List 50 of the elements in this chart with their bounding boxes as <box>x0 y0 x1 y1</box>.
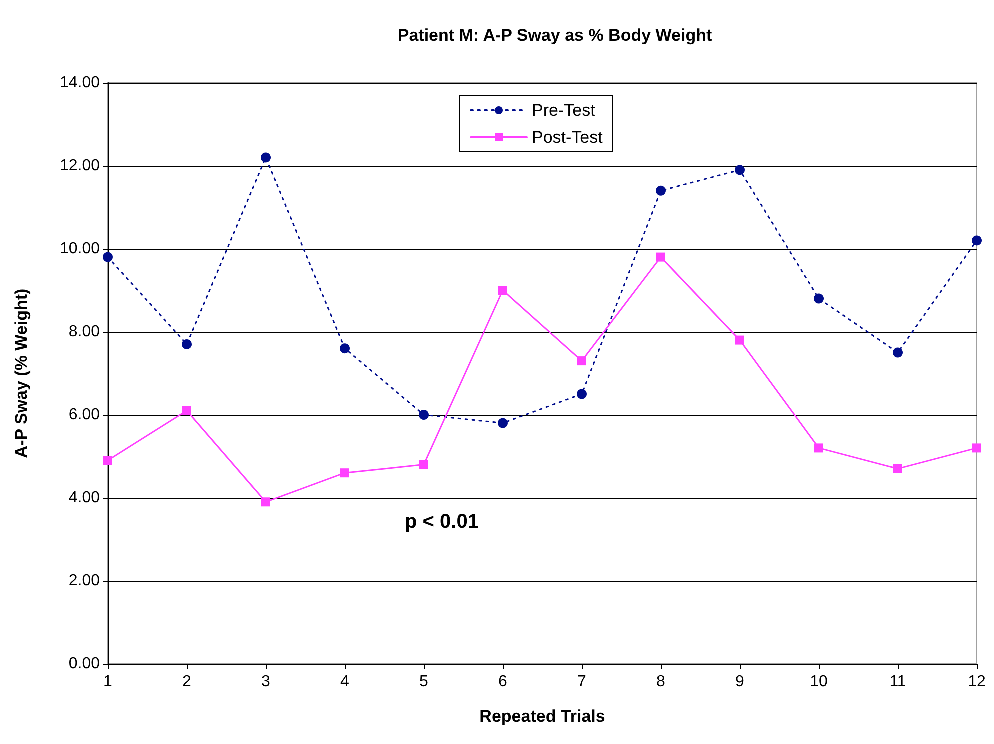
point <box>656 186 666 196</box>
point <box>420 460 428 470</box>
y-tick-label: 14.00 <box>60 74 100 92</box>
chart-title: Patient M: A-P Sway as % Body Weight <box>398 26 712 45</box>
y-tick-label: 4.00 <box>68 490 100 506</box>
point <box>814 294 824 304</box>
point <box>104 456 112 466</box>
point <box>736 336 744 345</box>
point <box>735 165 745 176</box>
x-tick-label: 2 <box>182 674 192 690</box>
point <box>340 344 350 354</box>
point <box>262 498 270 507</box>
y-tick-label: 0.00 <box>68 656 100 672</box>
y-axis-title: A-P Sway (% Weight) <box>12 288 31 458</box>
point <box>498 286 508 295</box>
y-tick-label: 6.00 <box>68 406 100 424</box>
y-tick-label: 8.00 <box>68 324 100 340</box>
point <box>814 444 824 453</box>
x-tick-label: 6 <box>498 674 508 690</box>
point <box>894 464 902 474</box>
point <box>656 252 666 262</box>
point <box>972 236 982 246</box>
point <box>498 418 508 428</box>
x-tick-label: 12 <box>968 674 986 690</box>
point <box>419 410 429 420</box>
point <box>893 348 903 358</box>
x-axis-title: Repeated Trials <box>480 707 606 726</box>
legend-label: Post-Test <box>532 128 604 147</box>
point <box>577 389 587 400</box>
y-tick-label: 2.00 <box>68 572 100 590</box>
annotation: p < 0.01 <box>405 511 479 533</box>
x-tick-label: 3 <box>262 674 271 690</box>
x-tick-label: 7 <box>578 674 587 690</box>
legend-label: Pre-Test <box>532 101 596 120</box>
x-tick-label: 11 <box>890 674 906 690</box>
point <box>340 468 350 478</box>
x-tick-label: 5 <box>420 674 429 690</box>
point <box>182 339 192 350</box>
point <box>578 356 586 366</box>
x-tick-label: 9 <box>736 674 745 690</box>
point <box>103 252 113 262</box>
x-tick-label: 8 <box>656 674 666 690</box>
point <box>261 152 271 163</box>
x-tick-label: 1 <box>104 674 113 690</box>
x-tick-label: 10 <box>810 674 828 690</box>
y-tick-label: 12.00 <box>60 158 100 174</box>
x-tick-label: 4 <box>340 674 350 690</box>
point <box>972 444 982 453</box>
y-tick-label: 10.00 <box>60 240 100 258</box>
point <box>182 406 192 416</box>
